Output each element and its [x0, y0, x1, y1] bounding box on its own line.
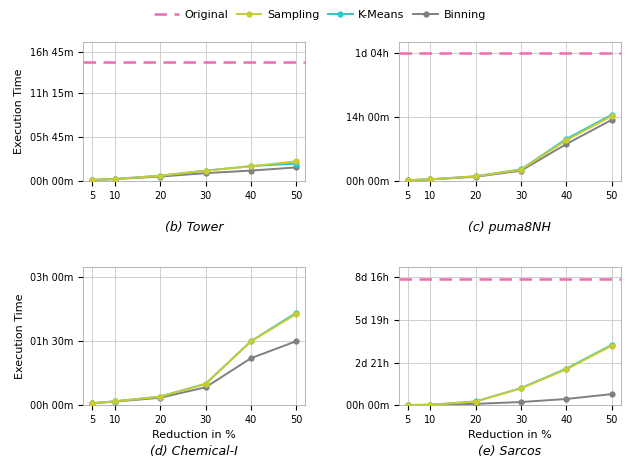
Title: (b) Tower: (b) Tower: [165, 220, 223, 234]
Title: (d) Chemical-I: (d) Chemical-I: [150, 445, 238, 458]
Legend: Original, Sampling, K-Means, Binning: Original, Sampling, K-Means, Binning: [150, 6, 490, 24]
Title: (e) Sarcos: (e) Sarcos: [478, 445, 541, 458]
Y-axis label: Execution Time: Execution Time: [15, 293, 24, 379]
Title: (c) puma8NH: (c) puma8NH: [468, 220, 551, 234]
X-axis label: Reduction in %: Reduction in %: [468, 430, 552, 440]
Y-axis label: Execution Time: Execution Time: [14, 69, 24, 154]
X-axis label: Reduction in %: Reduction in %: [152, 430, 236, 440]
